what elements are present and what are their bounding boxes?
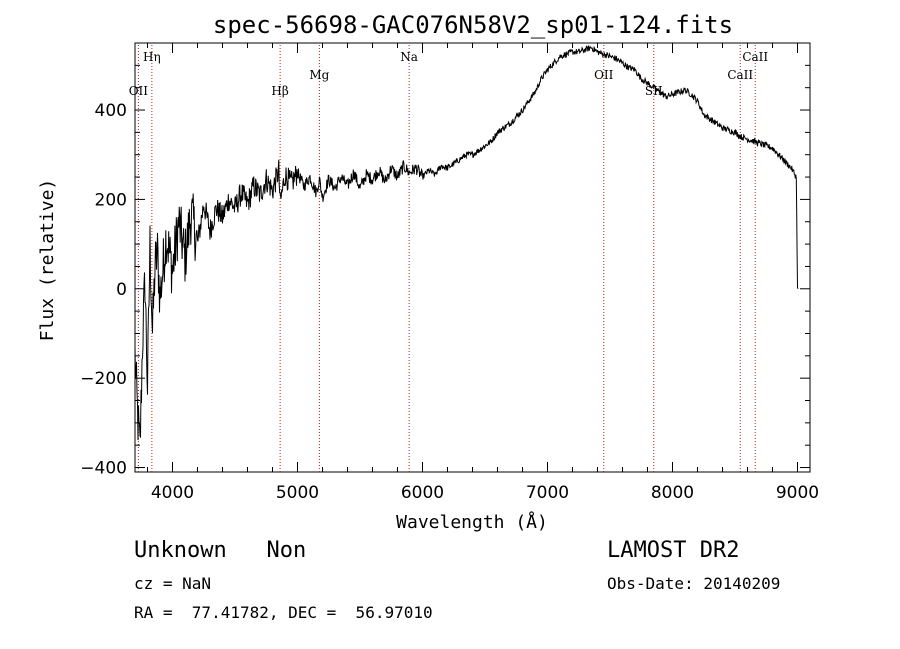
spectral-line-label: Hη <box>143 50 161 64</box>
y-tick-label: 0 <box>116 280 127 300</box>
spectral-line-label: Na <box>400 50 418 64</box>
survey-name: LAMOST DR2 <box>607 538 740 563</box>
redshift-value: cz = NaN <box>134 574 212 593</box>
spectrum-line <box>134 45 799 441</box>
y-tick-label: −200 <box>80 369 127 389</box>
observation-date: Obs-Date: 20140209 <box>607 574 781 593</box>
spectral-line-label: Mg <box>309 68 329 82</box>
spectral-line-label: OII <box>129 84 149 98</box>
spectral-line-label: Hβ <box>271 84 288 98</box>
spectral-line-label: OII <box>594 68 614 82</box>
spectral-line-label: CaII <box>727 68 753 82</box>
x-tick-label: 9000 <box>776 483 819 503</box>
y-axis-title: Flux (relative) <box>37 179 58 342</box>
x-tick-label: 8000 <box>651 483 694 503</box>
coordinates: RA = 77.41782, DEC = 56.97010 <box>134 603 433 622</box>
x-tick-label: 6000 <box>401 483 444 503</box>
x-tick-label: 4000 <box>151 483 194 503</box>
spectrum-series <box>134 45 799 441</box>
x-axis-title: Wavelength (Å) <box>396 511 548 533</box>
y-tick-label: 400 <box>95 101 127 121</box>
object-class: Unknown Non <box>134 538 307 563</box>
x-tick-label: 7000 <box>526 483 569 503</box>
chart-title: spec-56698-GAC076N58V2_sp01-124.fits <box>213 11 733 39</box>
axis-ticks: 4000 5000 6000 7000 8000 9000 −400 −200 0 200 400 <box>80 42 819 503</box>
y-tick-label: 200 <box>95 190 127 210</box>
spectral-line-label: CaII <box>742 50 768 64</box>
x-tick-label: 5000 <box>276 483 319 503</box>
y-tick-label: −400 <box>80 459 127 479</box>
plot-frame <box>134 42 811 473</box>
